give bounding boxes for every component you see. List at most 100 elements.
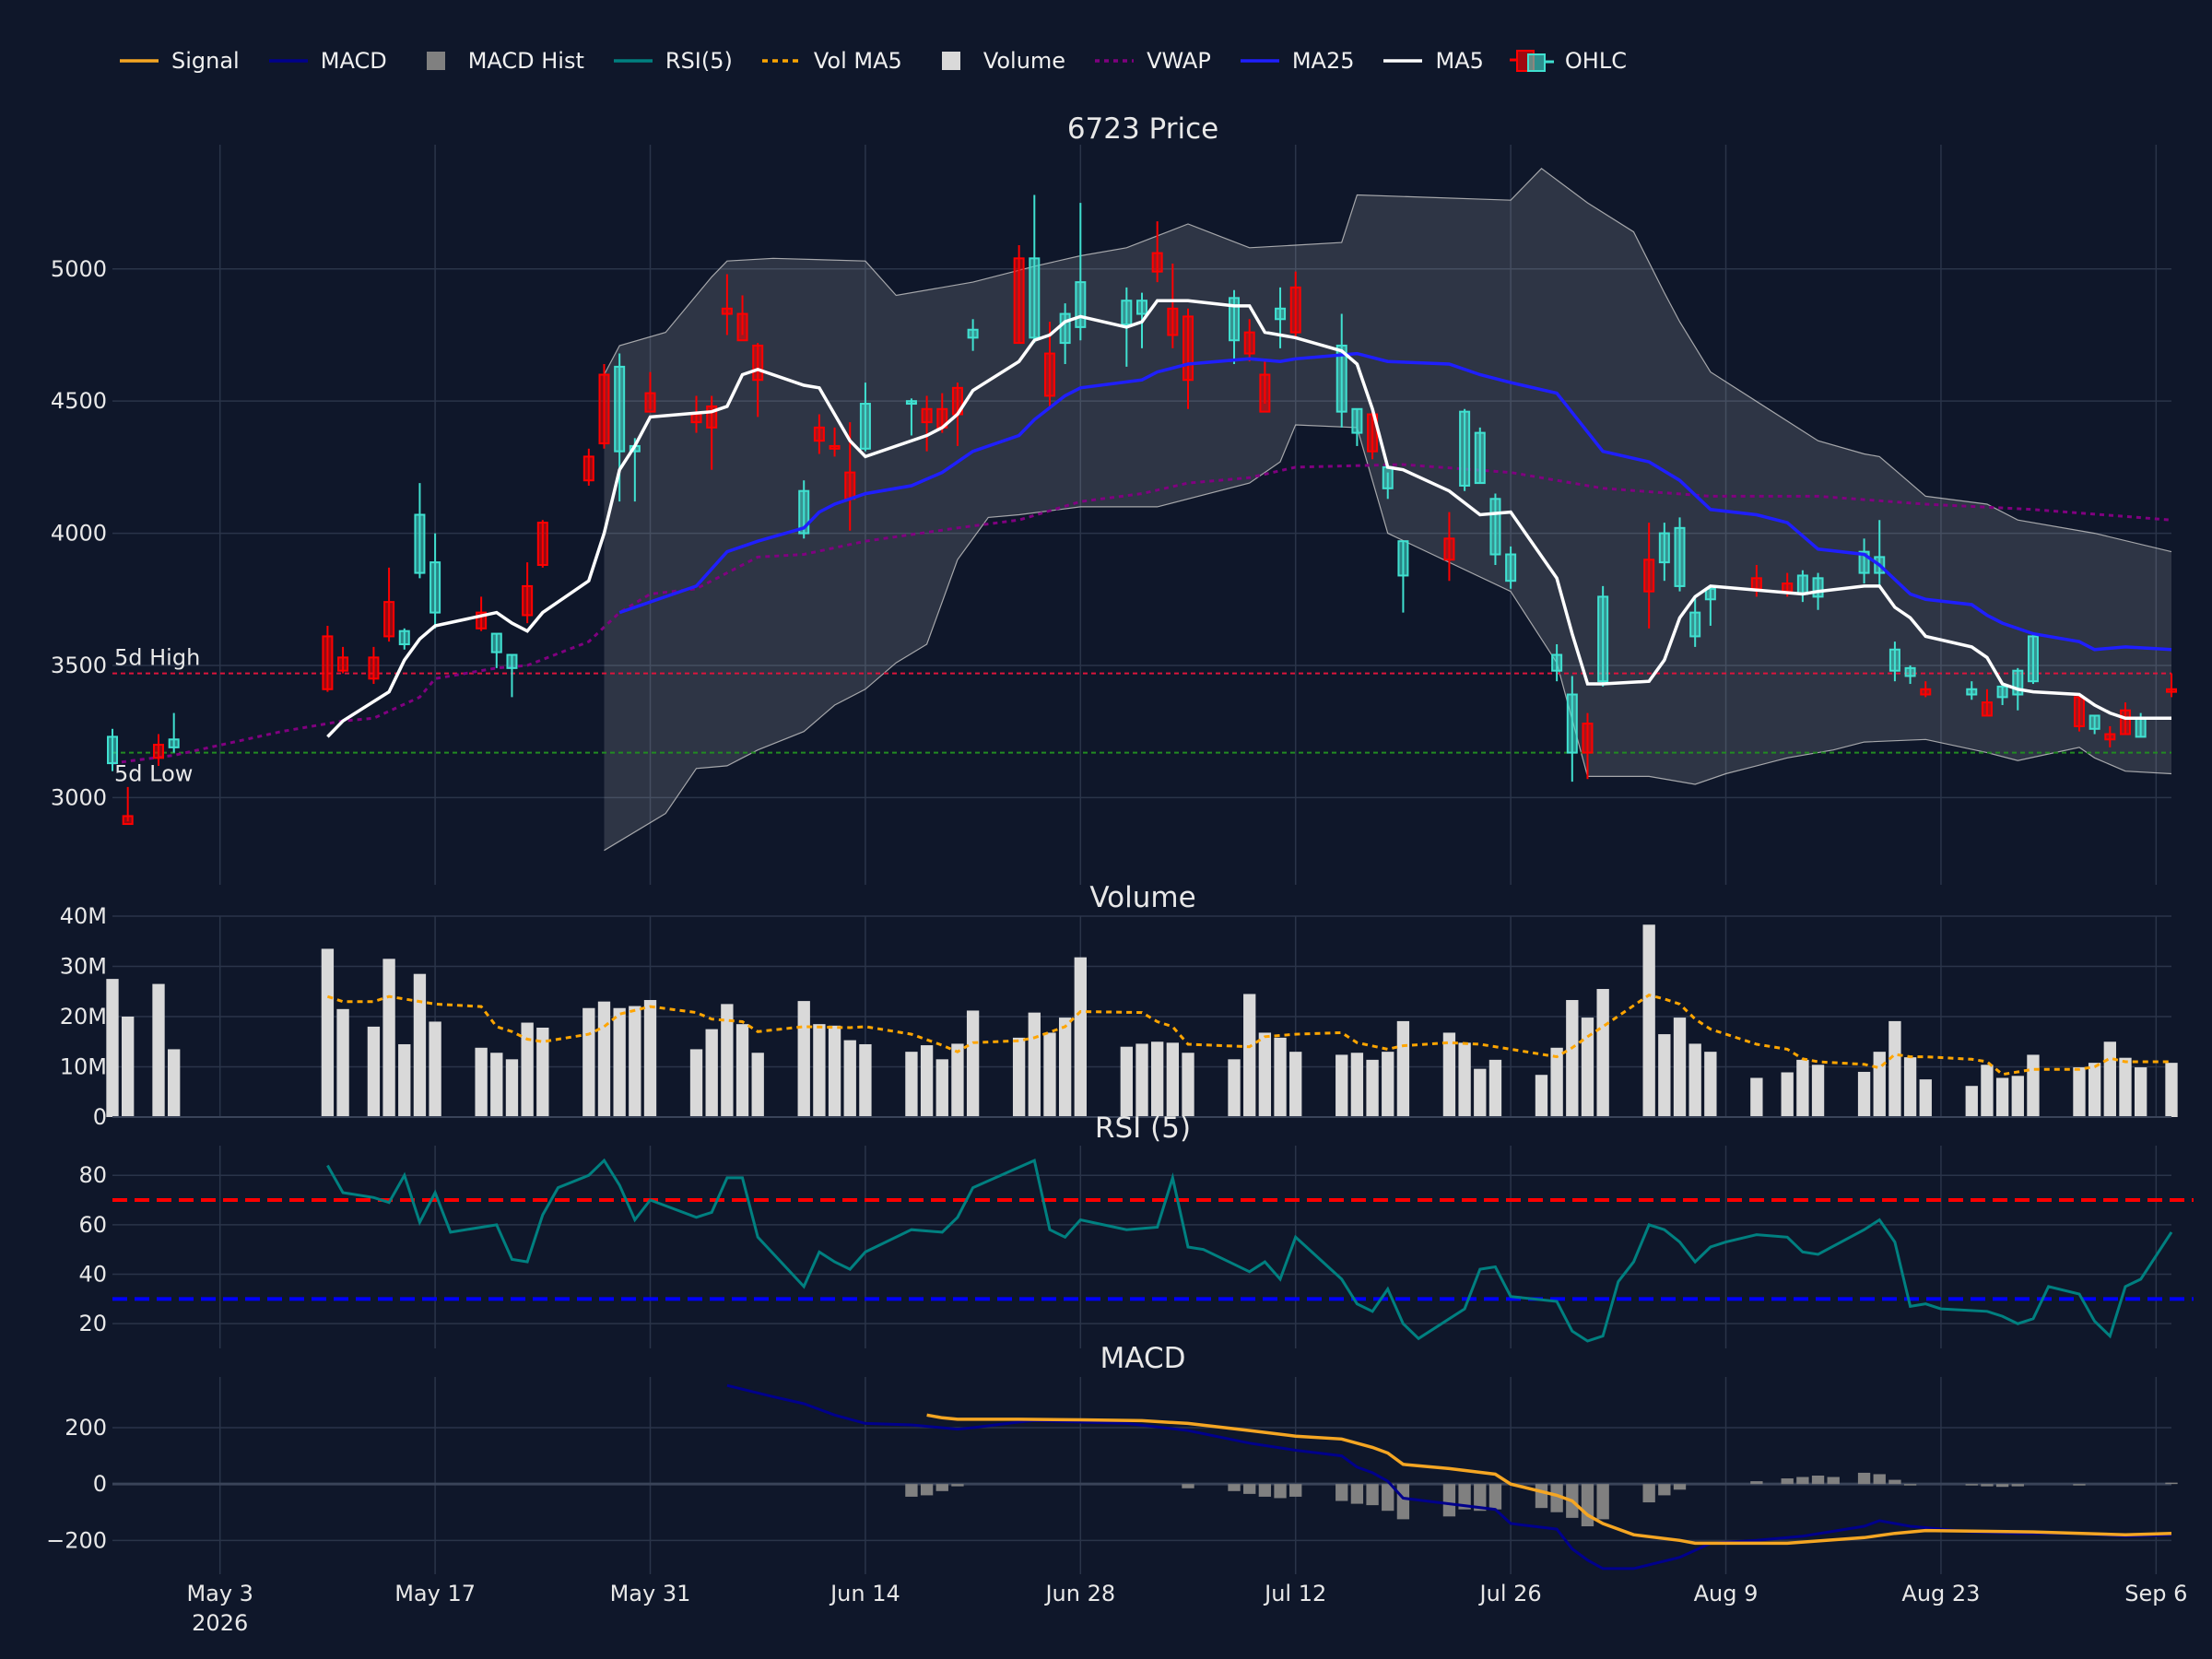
macd-hist-bar bbox=[1642, 1484, 1655, 1503]
rsi-y-tick-label: 60 bbox=[78, 1212, 107, 1238]
candle-body bbox=[1966, 688, 1978, 696]
candle-body bbox=[122, 815, 134, 826]
macd-hist-bar bbox=[2165, 1482, 2178, 1485]
volume-bar bbox=[597, 1001, 611, 1117]
candle-body bbox=[2027, 635, 2039, 683]
x-tick-label: Jul 12 bbox=[1263, 1581, 1326, 1606]
candle-body bbox=[1597, 595, 1609, 683]
candle-body bbox=[798, 489, 810, 535]
volume-bar bbox=[1550, 1047, 1563, 1117]
macd-hist-bar bbox=[1750, 1481, 1763, 1485]
legend-swatch bbox=[1240, 59, 1279, 63]
legend-item[interactable]: Vol MA5 bbox=[753, 47, 902, 75]
volume-bar bbox=[1535, 1075, 1548, 1117]
volume-bar bbox=[1396, 1020, 1410, 1117]
macd-hist-bar bbox=[1581, 1484, 1594, 1527]
volume-panel bbox=[106, 924, 2178, 1118]
candle-body bbox=[614, 365, 626, 453]
candle-body bbox=[1121, 300, 1133, 326]
legend-item[interactable]: MACD Hist bbox=[407, 47, 584, 75]
legend-label: OHLC bbox=[1564, 48, 1627, 74]
volume-y-tick-label: 30M bbox=[60, 954, 107, 980]
volume-bar bbox=[321, 948, 335, 1117]
volume-bar bbox=[751, 1053, 764, 1117]
price-y-tick-label: 3000 bbox=[51, 784, 107, 810]
volume-bar bbox=[1796, 1059, 1809, 1117]
candle-body bbox=[813, 426, 825, 442]
macd-hist-bar bbox=[1382, 1484, 1394, 1512]
legend-item[interactable]: MACD bbox=[260, 47, 387, 75]
x-tick-label: Aug 23 bbox=[1901, 1581, 1980, 1606]
candle-body bbox=[1996, 685, 2008, 699]
volume-bar bbox=[966, 1010, 980, 1117]
candle-body bbox=[490, 632, 502, 653]
volume-bar bbox=[797, 1001, 810, 1117]
legend-item[interactable]: OHLC bbox=[1504, 47, 1627, 75]
legend-item[interactable]: Signal bbox=[111, 47, 240, 75]
volume-ma5-line bbox=[326, 993, 2171, 1077]
rsi-y-tick-label: 20 bbox=[78, 1311, 107, 1336]
candle-body bbox=[2104, 733, 2116, 741]
macd-hist-bar bbox=[920, 1484, 934, 1496]
candle-body bbox=[2135, 717, 2147, 738]
legend-item[interactable]: MA5 bbox=[1374, 47, 1484, 75]
macd-hist-bar bbox=[1442, 1484, 1456, 1517]
candle-body bbox=[1674, 526, 1686, 587]
macd-hist-bar bbox=[1535, 1484, 1548, 1509]
volume-bar bbox=[1350, 1053, 1364, 1117]
volume-bar bbox=[1335, 1054, 1348, 1117]
volume-bar bbox=[1857, 1071, 1871, 1117]
volume-bar bbox=[828, 1025, 841, 1117]
macd-hist-bar bbox=[1596, 1484, 1609, 1520]
candle-body bbox=[1335, 344, 1347, 413]
macd-hist-bar bbox=[1182, 1484, 1194, 1488]
candle-body bbox=[506, 653, 518, 669]
volume-bar bbox=[1058, 1018, 1072, 1117]
candle-body bbox=[1459, 410, 1471, 487]
legend-swatch bbox=[268, 59, 308, 63]
bollinger-band-fill bbox=[604, 168, 2171, 851]
candle-body bbox=[1981, 701, 1993, 717]
candle-body bbox=[383, 601, 395, 638]
macd-hist-bar bbox=[1243, 1484, 1256, 1494]
candle-body bbox=[736, 312, 748, 342]
legend-label: MACD bbox=[320, 48, 387, 74]
candle-body bbox=[1229, 297, 1241, 342]
candle-body bbox=[168, 738, 180, 748]
legend-item[interactable]: RSI(5) bbox=[605, 47, 733, 75]
candle-body bbox=[1643, 559, 1655, 593]
subplot-title: Volume bbox=[1089, 881, 1195, 914]
volume-bar bbox=[1873, 1052, 1886, 1117]
candle-body bbox=[2073, 696, 2085, 727]
candle-body bbox=[1689, 611, 1701, 638]
legend-item[interactable]: VWAP bbox=[1086, 47, 1211, 75]
volume-bar bbox=[1688, 1043, 1701, 1117]
candle-body bbox=[398, 629, 410, 646]
volume-bar bbox=[1228, 1059, 1241, 1117]
candle-body bbox=[905, 400, 917, 406]
candle-body bbox=[1489, 498, 1501, 556]
volume-y-tick-label: 0 bbox=[93, 1104, 107, 1130]
volume-bar bbox=[1012, 1037, 1026, 1117]
candle-body bbox=[1858, 550, 1870, 574]
legend[interactable]: Signal MACD MACD Hist RSI(5) Vol MA5 Volume VW… bbox=[111, 42, 1647, 79]
volume-bar bbox=[2011, 1076, 2024, 1117]
volume-bar bbox=[1274, 1037, 1287, 1117]
candle-body bbox=[1750, 577, 1762, 590]
volume-bar bbox=[1028, 1012, 1041, 1117]
legend-item[interactable]: MA25 bbox=[1231, 47, 1354, 75]
candle-body bbox=[322, 635, 334, 690]
macd-hist-bar bbox=[2073, 1484, 2086, 1486]
candle-body bbox=[1059, 312, 1071, 345]
candle-body bbox=[1812, 577, 1824, 598]
volume-bar bbox=[843, 1040, 856, 1117]
bollinger-upper-line bbox=[603, 168, 2172, 553]
legend-swatch bbox=[120, 59, 159, 63]
candle-body bbox=[1582, 723, 1594, 754]
x-tick-label: Sep 6 bbox=[2124, 1581, 2187, 1606]
volume-bar bbox=[705, 1029, 718, 1117]
volume-bar bbox=[1566, 1000, 1579, 1117]
macd-hist-bar bbox=[1488, 1484, 1502, 1510]
candle-body bbox=[1135, 300, 1148, 315]
legend-item[interactable]: Volume bbox=[923, 47, 1065, 75]
